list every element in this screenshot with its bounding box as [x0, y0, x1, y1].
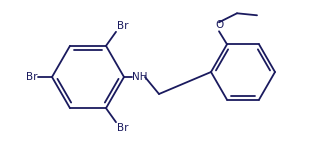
Text: O: O	[215, 20, 223, 30]
Text: Br: Br	[117, 21, 128, 31]
Text: Br: Br	[117, 123, 128, 133]
Text: Br: Br	[25, 72, 37, 82]
Text: NH: NH	[132, 72, 148, 82]
